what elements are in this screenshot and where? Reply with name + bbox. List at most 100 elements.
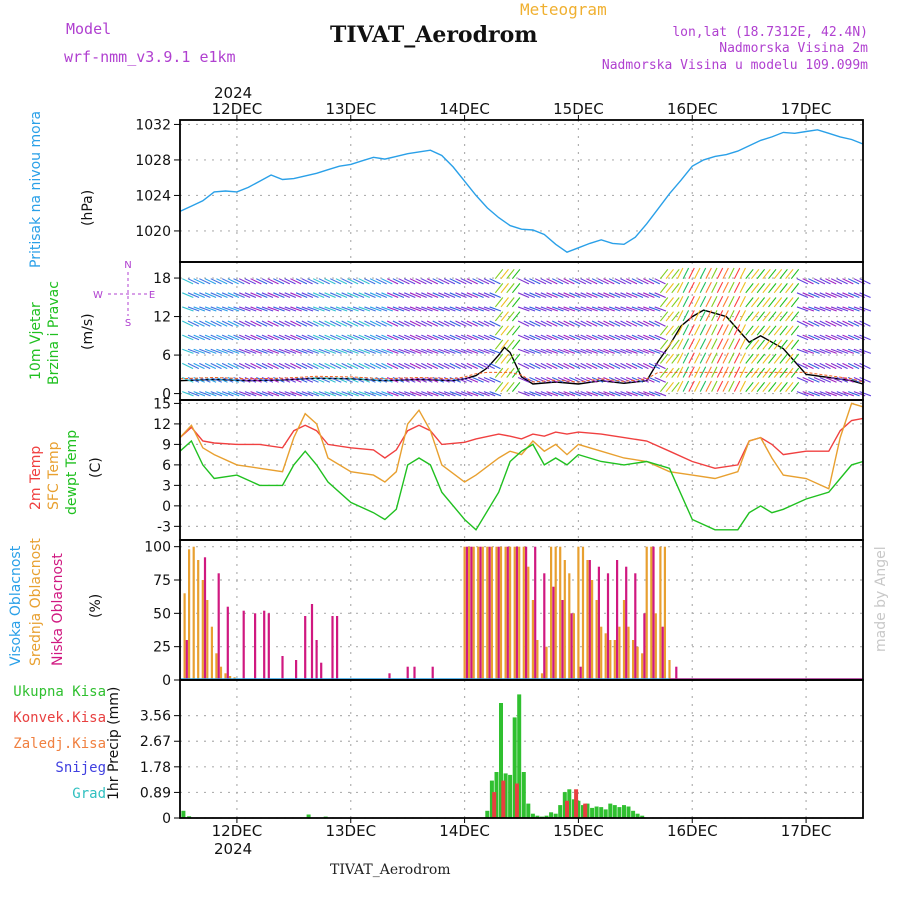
wind-barb xyxy=(682,267,690,279)
wind-barb xyxy=(295,348,308,354)
cloud-bar-srednja-oblacnost xyxy=(668,660,671,680)
wind-barb xyxy=(756,353,766,364)
wind-barb xyxy=(546,292,558,299)
wind-barb xyxy=(728,338,735,350)
wind-barb xyxy=(586,278,598,285)
wind-barb xyxy=(580,348,593,354)
wind-barb xyxy=(751,283,760,294)
wind-barb xyxy=(466,320,478,327)
cloud-bar-srednja-oblacnost xyxy=(595,600,598,680)
wind-barb xyxy=(426,306,439,312)
wind-barb xyxy=(676,310,684,322)
precip-ytick-label: 0.89 xyxy=(140,785,171,801)
wind-barb xyxy=(768,381,777,392)
wind-barb xyxy=(557,292,570,299)
wind-barb xyxy=(728,281,735,294)
wind-barb xyxy=(574,391,587,397)
wind-barb xyxy=(580,320,592,327)
wind-barb xyxy=(546,320,558,327)
cloud-ytick-label: 75 xyxy=(153,573,171,589)
wind-barb xyxy=(716,295,724,308)
wind-barb xyxy=(591,334,604,341)
wind-barb xyxy=(847,292,860,299)
wind-barb xyxy=(415,348,428,354)
wind-barb xyxy=(847,320,860,327)
precip-bar-ukupna-kisa xyxy=(485,810,490,818)
precip-bar-ukupna-kisa xyxy=(567,789,572,819)
wind-barb xyxy=(318,278,330,285)
wind-barb xyxy=(552,391,564,397)
wind-barb xyxy=(398,278,410,285)
wind-barb xyxy=(221,377,234,383)
wind-barb xyxy=(221,391,234,397)
wind-barb xyxy=(278,348,291,354)
wind-barb xyxy=(386,348,399,354)
wind-barb xyxy=(295,306,308,312)
wind-barb xyxy=(210,292,223,299)
wind-barb xyxy=(586,391,598,397)
cloud-bar-srednja-oblacnost xyxy=(613,640,616,680)
cloud-bar-niska-oblacnost xyxy=(625,566,628,680)
precip-bar-ukupna-kisa xyxy=(558,805,563,818)
wind-barb xyxy=(284,348,297,354)
wind-barb xyxy=(472,362,484,370)
precip-bar-ukupna-kisa xyxy=(512,717,517,818)
wind-barb xyxy=(751,268,760,280)
wind-barb xyxy=(312,278,325,285)
wind-barb xyxy=(842,362,854,370)
wind-barb xyxy=(199,278,211,285)
wind-barb xyxy=(364,334,376,341)
wind-barb xyxy=(227,278,239,285)
wind-barb xyxy=(392,320,404,327)
wind-barb xyxy=(739,295,746,308)
wind-barb xyxy=(608,320,621,327)
wind-barb xyxy=(768,311,777,322)
wind-barb xyxy=(557,362,569,370)
wind-barb xyxy=(239,391,251,397)
wind-barb xyxy=(659,339,669,350)
wind-barb xyxy=(386,377,399,383)
wind-barb xyxy=(404,348,416,354)
wind-barb xyxy=(398,348,410,354)
wind-barb xyxy=(773,311,783,322)
wind-barb xyxy=(785,311,794,322)
cloud-bar-srednja-oblacnost xyxy=(486,546,489,680)
wind-barb xyxy=(483,320,495,327)
wind-barb xyxy=(597,278,609,285)
wind-barb xyxy=(364,348,376,354)
wind-barb xyxy=(671,339,680,350)
wind-barb xyxy=(335,292,348,299)
wind-barb xyxy=(654,348,667,354)
wind-barb xyxy=(261,278,274,285)
wind-barb xyxy=(705,352,712,364)
wind-barb xyxy=(489,377,501,383)
wind-barb xyxy=(347,306,359,312)
wind-barb xyxy=(182,292,194,299)
wind-barb xyxy=(603,320,615,327)
wind-barb xyxy=(694,267,701,279)
wind-barb xyxy=(603,306,615,312)
wind-barb xyxy=(426,320,439,327)
precip-bar-ukupna-kisa xyxy=(635,813,640,818)
wind-barb xyxy=(210,320,222,327)
wind-barb xyxy=(500,381,509,392)
wind-barb xyxy=(529,292,541,299)
wind-barb xyxy=(563,362,575,370)
wind-barb xyxy=(472,334,484,341)
wind-barb xyxy=(523,320,535,327)
wind-barb xyxy=(193,362,205,370)
wind-barb xyxy=(489,334,501,341)
wind-barb xyxy=(330,377,342,383)
wind-barb xyxy=(341,334,353,341)
wind-barb xyxy=(733,281,741,294)
wind-barb xyxy=(682,380,690,392)
cloud-bar-srednja-oblacnost xyxy=(600,626,603,680)
cloud-bar-niska-oblacnost xyxy=(606,573,610,680)
wind-barb xyxy=(199,306,211,312)
precip-bar-ukupna-kisa xyxy=(535,815,540,818)
wind-barb xyxy=(830,278,843,285)
wind-barb xyxy=(352,377,365,383)
wind-barb xyxy=(216,320,228,327)
wind-barb xyxy=(216,306,228,312)
